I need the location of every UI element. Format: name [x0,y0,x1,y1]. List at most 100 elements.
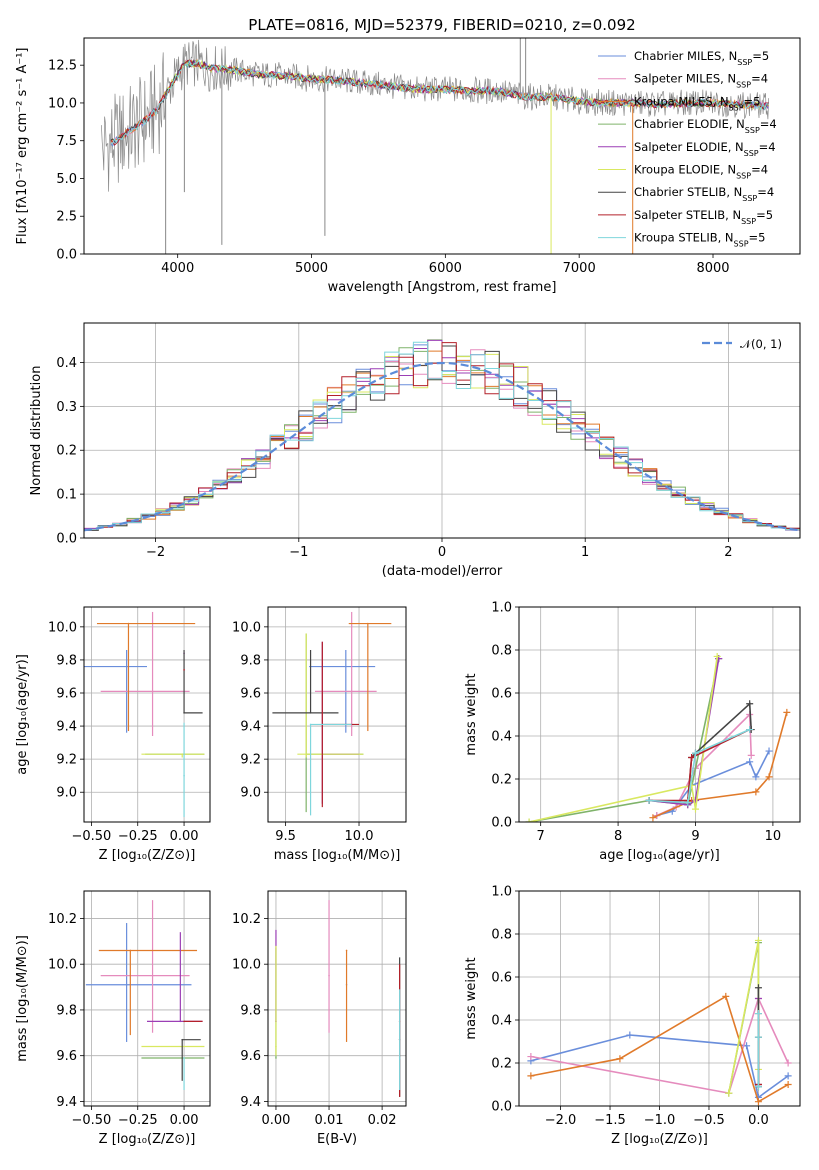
series-marker [754,984,762,992]
gaussian-curve [84,361,800,532]
series-line [649,728,751,802]
legend-entry: Salpeter ELODIE, NSSP=4 [634,140,776,158]
plot-area [525,652,791,822]
x-tick-label: 8 [614,829,622,844]
series-line [728,940,760,1094]
legend-entry: Kroupa MILES, NSSP=5 [634,94,760,112]
x-tick-label: 0 [438,545,446,560]
axes-frame [83,890,211,1107]
y-tick-label: 9.2 [56,753,77,768]
axes-frame [267,890,407,1107]
y-tick-label: 1.0 [491,601,512,616]
x-tick-label: 9 [691,829,699,844]
x-tick-label: −0.25 [118,1113,158,1128]
y-tick-label: 9.4 [56,1095,77,1110]
legend-entry: Kroupa ELODIE, NSSP=4 [634,163,768,181]
y-tick-label: 9.4 [56,720,77,735]
data-point [309,723,312,726]
y-tick-label: 9.6 [240,687,261,702]
y-tick-label: 12.5 [48,59,77,74]
data-point [275,1045,277,1048]
x-tick-label: −0.50 [71,829,111,844]
y-tick-label: 0.0 [491,1100,512,1115]
y-tick-label: 7.5 [56,134,77,149]
data-point [183,712,185,714]
panel-6: 0.00 0.01 0.02 9.4 9.6 9.8 10.0 10.2 E(B-V) [232,890,407,1147]
data-point [275,1057,277,1059]
y-tick-label: 0.4 [491,730,512,745]
data-point [367,622,369,625]
histogram-salpeter-stelib [84,342,800,530]
data-point [328,974,330,977]
y-tick-label: 0.4 [491,1014,512,1029]
x-tick-label: −0.25 [118,829,158,844]
y-tick-label: 0.0 [56,532,77,547]
axes-frame [83,606,211,823]
x-axis-label: Z [log₁₀(Z/Z⊙)] [99,848,196,863]
series-marker [784,1072,792,1080]
data-spectrum-line [101,39,770,192]
x-tick-label: 0.0 [748,1113,769,1128]
series-marker [725,1089,733,1097]
y-tick-label: 2.5 [56,210,77,225]
x-axis-label: mass [log₁₀(M/M⊙)] [274,848,401,863]
data-point [183,669,185,671]
x-tick-label: 7000 [563,261,596,276]
axes-frame [518,890,801,1107]
legend: 𝒩(0, 1) [702,337,782,351]
axes-frame [83,37,801,255]
y-tick-label: 10.2 [232,912,261,927]
legend-entry: Salpeter STELIB, NSSP=5 [634,208,773,226]
y-tick-label: 10.0 [232,958,261,973]
data-point [181,753,184,755]
y-tick-label: 9.6 [56,687,77,702]
y-tick-label: 1.0 [491,885,512,900]
data-point [181,1038,184,1041]
legend-entry: Chabrier STELIB, NSSP=4 [634,185,774,203]
series-marker [765,773,773,781]
x-tick-label: 4000 [161,261,194,276]
legend: Chabrier MILES, NSSP=5 Salpeter MILES, NS… [598,49,777,248]
data-point [305,753,307,755]
series-marker [746,726,754,734]
y-tick-label: 9.0 [240,786,261,801]
x-tick-label: 2 [724,545,732,560]
series-marker [722,992,730,1000]
data-point [309,712,312,714]
series-marker [688,754,696,761]
series-marker [527,1072,535,1080]
x-tick-label: 0.02 [368,1113,397,1128]
series-marker [649,814,657,822]
y-tick-label: 9.8 [240,1003,261,1018]
chart-title: PLATE=0816, MJD=52379, FIBERID=0210, z=0… [248,16,635,34]
y-tick-label: 9.6 [240,1049,261,1064]
y-tick-label: 0.0 [491,816,512,831]
series-marker [527,1053,535,1061]
data-point [125,665,128,668]
x-tick-label: −2 [146,545,165,560]
x-axis-label: Z [log₁₀(Z/Z⊙)] [99,1132,196,1147]
series-marker [746,700,754,708]
y-tick-label: 10.0 [48,620,77,635]
x-axis-label: Z [log₁₀(Z/Z⊙)] [611,1132,708,1147]
series-marker [754,1098,762,1106]
series-marker [752,788,760,796]
data-point [151,974,154,977]
data-point [345,665,347,668]
x-tick-label: 10.0 [345,829,374,844]
panel-1: −2 −1 0 1 2 0.0 0.1 0.2 0.3 0.4 (data-model)/error… [29,322,801,579]
series-marker [754,936,762,944]
x-tick-label: −2.0 [545,1113,577,1128]
histogram-kroupa-stelib [84,341,800,531]
series-line [648,728,751,804]
y-tick-label: 0.8 [491,644,512,659]
series-line [530,996,789,1095]
plot-area [527,936,792,1106]
series-line [528,656,718,822]
x-tick-label: 6000 [429,261,462,276]
data-point [125,983,128,986]
y-tick-label: 10.0 [48,96,77,111]
x-tick-label: −1.5 [594,1113,626,1128]
series-marker [713,652,721,660]
x-tick-label: 0.01 [315,1113,344,1128]
